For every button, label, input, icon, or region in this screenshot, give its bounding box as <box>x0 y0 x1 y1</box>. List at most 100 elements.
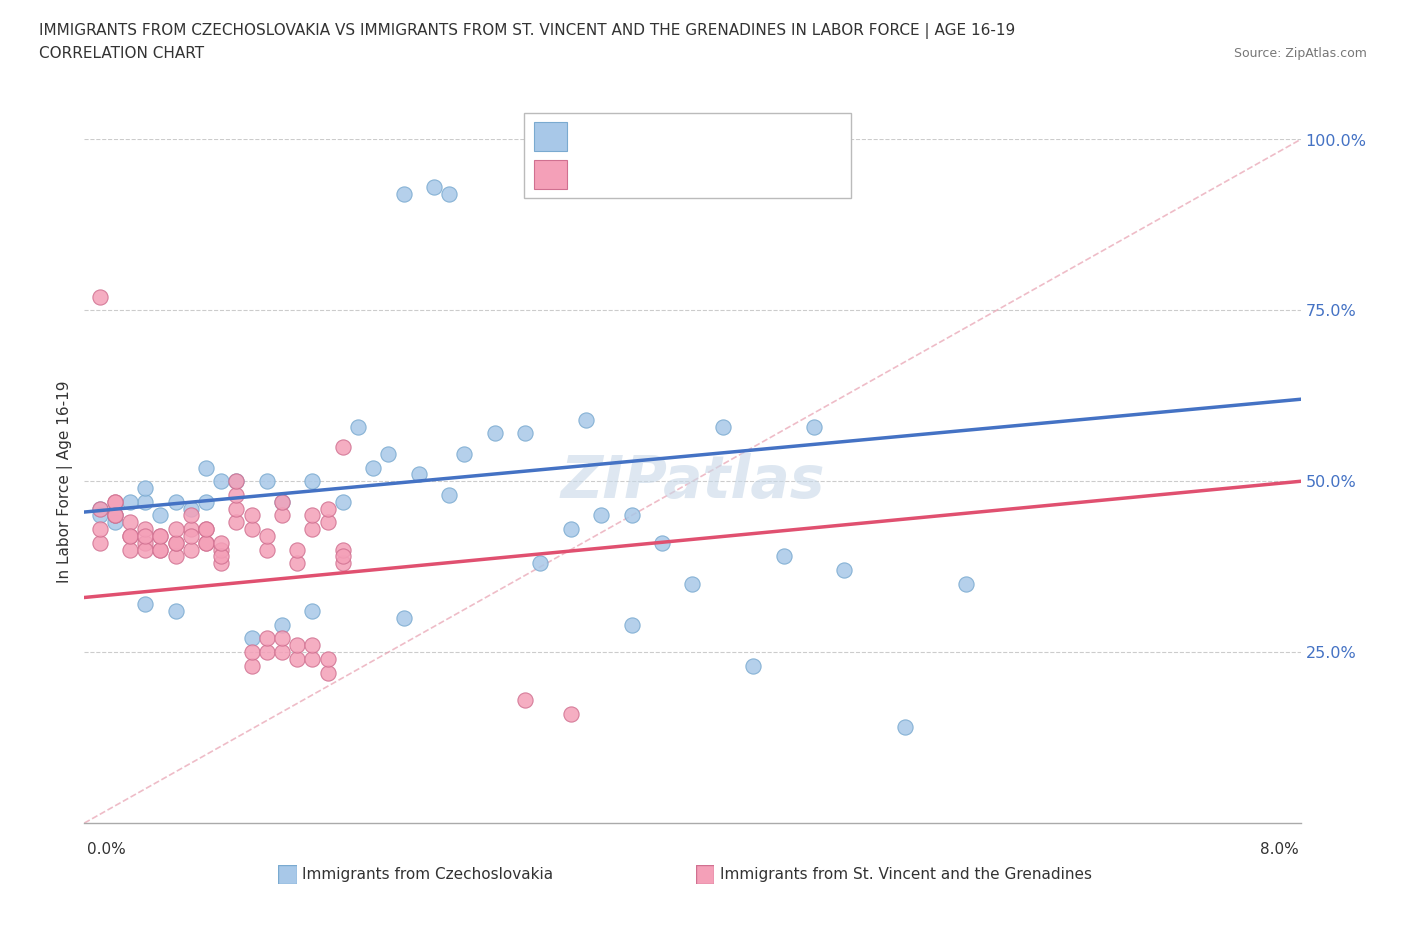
Point <box>894 720 917 735</box>
Point <box>225 474 247 489</box>
Point <box>240 522 263 537</box>
Point <box>271 644 294 659</box>
Point <box>209 556 232 571</box>
Point <box>209 549 232 564</box>
Point <box>149 528 172 543</box>
Point <box>529 556 551 571</box>
Point <box>149 542 172 557</box>
Point <box>834 563 856 578</box>
Point <box>104 495 127 510</box>
Point <box>89 536 111 551</box>
Text: Source: ZipAtlas.com: Source: ZipAtlas.com <box>1233 46 1367 60</box>
Point <box>285 542 308 557</box>
Point <box>271 495 294 510</box>
Point <box>711 419 734 434</box>
Point <box>104 508 127 523</box>
Point <box>301 652 323 667</box>
Point <box>149 508 172 523</box>
Point <box>118 495 141 510</box>
Point <box>240 644 263 659</box>
Point <box>225 474 247 489</box>
Point <box>271 631 294 646</box>
Point <box>134 495 156 510</box>
Point <box>149 528 172 543</box>
Bar <box>534 122 568 152</box>
Point <box>209 474 232 489</box>
Text: IMMIGRANTS FROM CZECHOSLOVAKIA VS IMMIGRANTS FROM ST. VINCENT AND THE GRENADINES: IMMIGRANTS FROM CZECHOSLOVAKIA VS IMMIGR… <box>39 23 1015 39</box>
Point <box>271 508 294 523</box>
Point <box>180 508 202 523</box>
Text: Immigrants from Czechoslovakia: Immigrants from Czechoslovakia <box>302 867 554 882</box>
Point <box>560 706 582 721</box>
Point <box>180 542 202 557</box>
Text: CORRELATION CHART: CORRELATION CHART <box>39 46 204 61</box>
Point <box>439 487 461 502</box>
Point <box>256 474 278 489</box>
Point <box>134 481 156 496</box>
Point <box>165 536 187 551</box>
Point <box>591 508 613 523</box>
Point <box>271 495 294 510</box>
Point <box>134 542 156 557</box>
Point <box>271 618 294 632</box>
Point <box>89 522 111 537</box>
Point <box>149 542 172 557</box>
Text: 0.0%: 0.0% <box>87 842 127 857</box>
Point <box>118 542 141 557</box>
Point <box>194 495 217 510</box>
Text: R = 0.105   N = 50: R = 0.105 N = 50 <box>578 127 748 146</box>
Point <box>361 460 384 475</box>
Point <box>89 508 111 523</box>
Point <box>104 495 127 510</box>
Point <box>347 419 370 434</box>
Point <box>332 495 354 510</box>
Text: Immigrants from St. Vincent and the Grenadines: Immigrants from St. Vincent and the Gren… <box>720 867 1092 882</box>
Point <box>408 467 430 482</box>
Point <box>772 549 794 564</box>
Point <box>256 528 278 543</box>
Bar <box>534 160 568 190</box>
Point <box>180 501 202 516</box>
Point <box>134 528 156 543</box>
Point <box>165 604 187 618</box>
Point <box>316 515 339 530</box>
Point <box>682 577 704 591</box>
Point <box>742 658 765 673</box>
Point <box>575 412 598 427</box>
Point <box>118 528 141 543</box>
Point <box>484 426 506 441</box>
Point <box>194 536 217 551</box>
Point <box>180 528 202 543</box>
Point <box>301 474 323 489</box>
Point <box>515 693 537 708</box>
Point <box>651 536 673 551</box>
Point <box>256 542 278 557</box>
Point <box>301 522 323 537</box>
Point <box>165 495 187 510</box>
Point <box>955 577 977 591</box>
Point <box>104 508 127 523</box>
Point <box>209 542 232 557</box>
Point <box>89 501 111 516</box>
Point <box>194 522 217 537</box>
Point <box>165 549 187 564</box>
Point <box>240 658 263 673</box>
Point <box>620 508 643 523</box>
Point <box>104 508 127 523</box>
Point <box>620 618 643 632</box>
Point <box>316 652 339 667</box>
Point <box>134 597 156 612</box>
Point <box>285 556 308 571</box>
Point <box>377 446 399 461</box>
Point <box>301 638 323 653</box>
Point <box>316 665 339 680</box>
Point <box>180 522 202 537</box>
Point <box>803 419 825 434</box>
Point <box>165 522 187 537</box>
Y-axis label: In Labor Force | Age 16-19: In Labor Force | Age 16-19 <box>58 380 73 582</box>
Point <box>165 536 187 551</box>
Point <box>225 501 247 516</box>
Point <box>285 638 308 653</box>
Point <box>332 542 354 557</box>
Point <box>89 289 111 304</box>
